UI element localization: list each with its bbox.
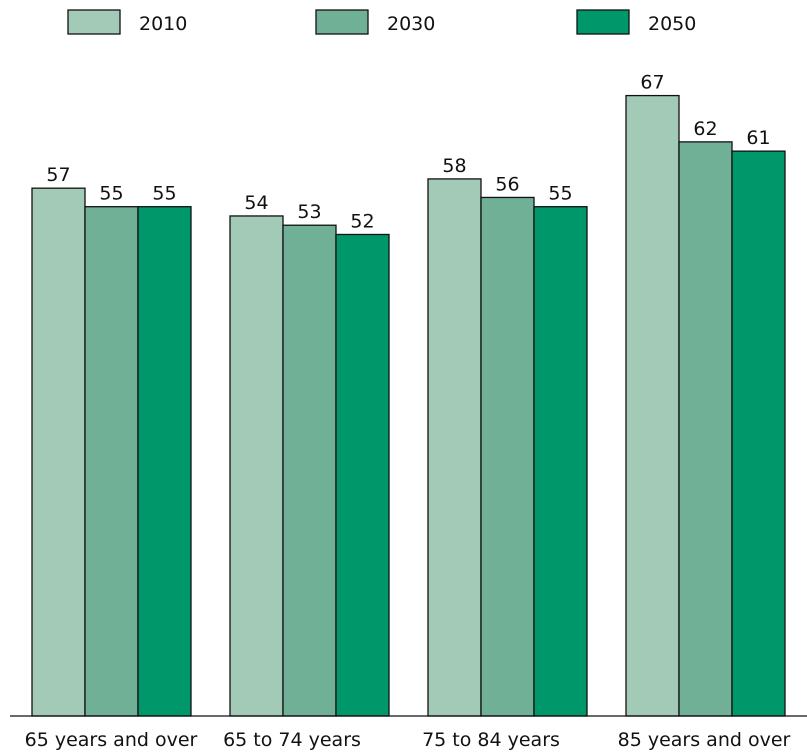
bar-2050-3 <box>731 150 786 717</box>
bar-2010-1 <box>229 215 284 717</box>
legend-label-2010: 2010 <box>139 13 187 35</box>
bars <box>31 94 786 717</box>
bar-2010-0 <box>31 187 86 717</box>
value-label-2010-3: 67 <box>640 72 664 94</box>
value-label-2030-3: 62 <box>693 118 717 140</box>
bar-2050-0 <box>137 206 192 717</box>
legend-label-2050: 2050 <box>648 13 696 35</box>
legend-swatch-2010 <box>67 9 121 35</box>
value-label-2010-2: 58 <box>442 155 466 177</box>
value-label-2030-0: 55 <box>99 183 123 205</box>
legend-swatch-2050 <box>576 9 630 35</box>
category-label-2: 75 to 84 years <box>422 729 560 751</box>
value-label-2030-1: 53 <box>297 201 321 223</box>
value-label-2010-0: 57 <box>46 164 70 186</box>
category-labels: 65 years and over 65 to 74 years 75 to 84 … <box>25 729 791 751</box>
category-label-3: 85 years and over <box>618 729 791 751</box>
bar-2010-3 <box>625 94 680 717</box>
category-label-0: 65 years and over <box>25 729 198 751</box>
bar-2030-2 <box>480 196 535 717</box>
bar-2050-1 <box>335 233 390 717</box>
value-label-2050-2: 55 <box>548 183 572 205</box>
bar-2030-1 <box>282 224 337 717</box>
legend: 2010 2030 2050 <box>67 9 696 35</box>
value-label-2030-2: 56 <box>495 173 519 195</box>
bar-2030-3 <box>678 141 733 717</box>
legend-swatch-2030 <box>315 9 369 35</box>
bar-2030-0 <box>84 206 139 717</box>
value-labels: 57 55 55 54 53 52 58 56 55 67 62 61 <box>46 72 770 233</box>
bar-2010-2 <box>427 178 482 717</box>
value-label-2010-1: 54 <box>244 192 268 214</box>
value-label-2050-3: 61 <box>746 127 770 149</box>
category-label-1: 65 to 74 years <box>223 729 361 751</box>
bar-2050-2 <box>533 206 588 717</box>
legend-label-2030: 2030 <box>387 13 435 35</box>
value-label-2050-1: 52 <box>350 210 374 232</box>
value-label-2050-0: 55 <box>152 183 176 205</box>
